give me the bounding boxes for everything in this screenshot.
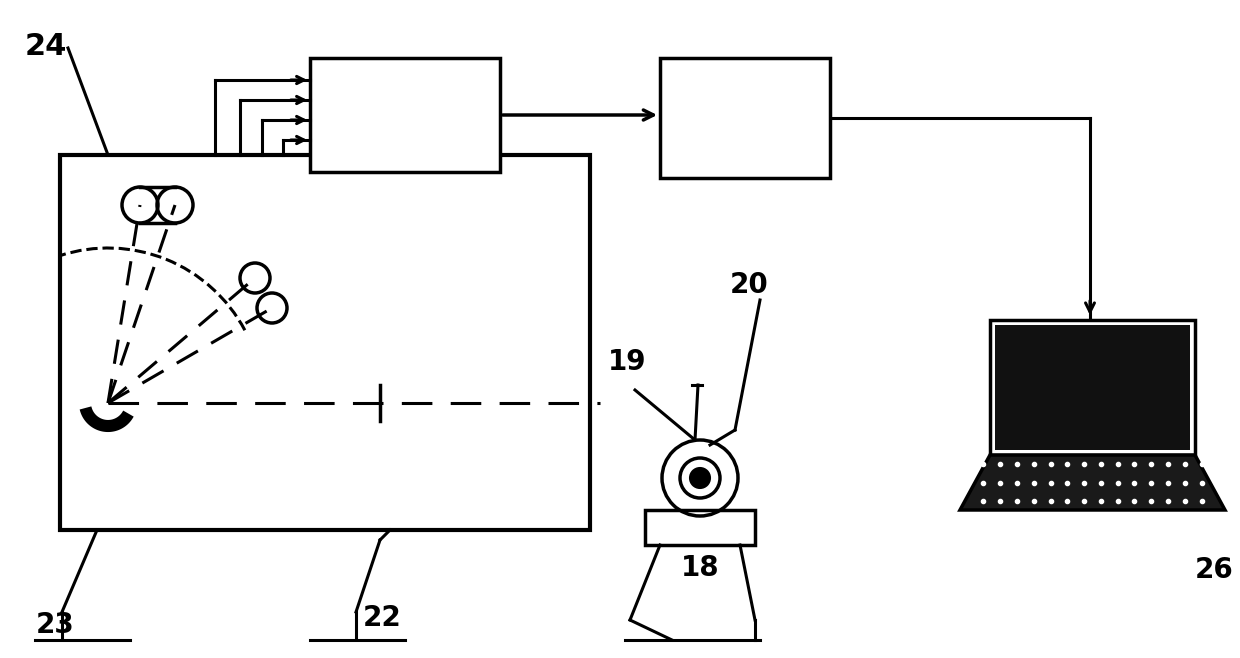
- Polygon shape: [81, 408, 133, 431]
- Text: 23: 23: [36, 611, 74, 639]
- Polygon shape: [960, 455, 1225, 510]
- Polygon shape: [310, 58, 500, 172]
- Text: 22: 22: [362, 604, 402, 632]
- Text: 控制处
理系统: 控制处 理系统: [718, 84, 773, 153]
- Text: 18: 18: [681, 554, 719, 582]
- Circle shape: [689, 468, 711, 488]
- Text: 19: 19: [608, 348, 646, 376]
- Text: 26: 26: [1195, 556, 1234, 584]
- Polygon shape: [994, 325, 1190, 450]
- Text: 24: 24: [25, 32, 67, 61]
- Text: 光谱仪: 光谱仪: [378, 101, 433, 130]
- Text: 20: 20: [730, 271, 769, 299]
- Polygon shape: [660, 58, 830, 178]
